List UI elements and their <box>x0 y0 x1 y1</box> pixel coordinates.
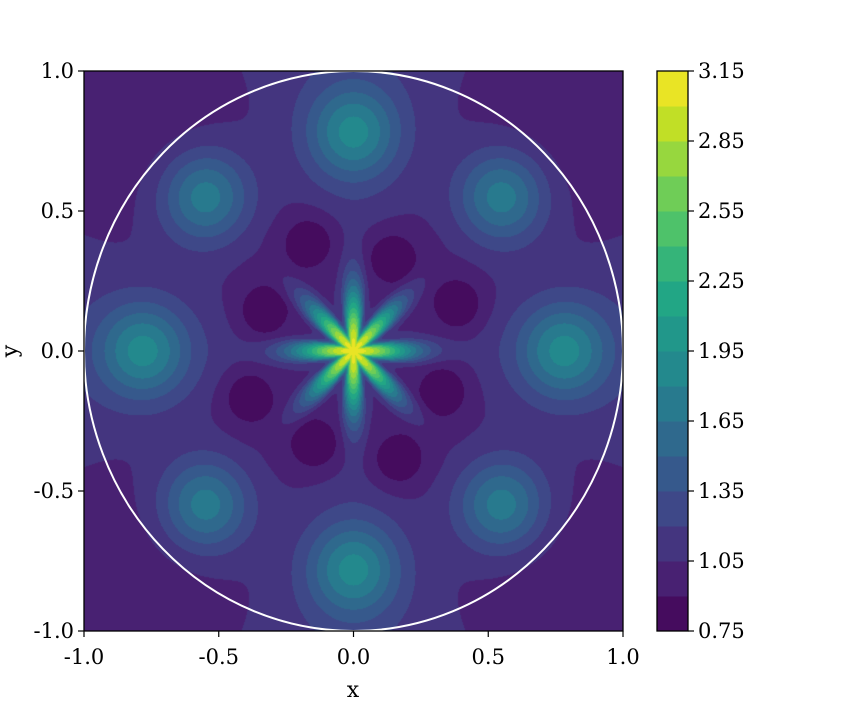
colorbar-band <box>657 176 688 212</box>
colorbar-band <box>657 596 688 632</box>
x-tick-label: -0.5 <box>199 645 240 669</box>
colorbar-tick-label: 3.15 <box>698 59 745 83</box>
y-axis-ticks: -1.0 -0.5 0.0 0.5 1.0 <box>34 59 84 643</box>
colorbar-band <box>657 316 688 352</box>
x-tick-label: 1.0 <box>606 645 639 669</box>
x-axis-ticks: -1.0 -0.5 0.0 0.5 1.0 <box>64 631 640 669</box>
y-tick-label: -0.5 <box>34 479 75 503</box>
colorbar-band <box>657 456 688 492</box>
plot-area <box>83 70 624 632</box>
y-axis-label: y <box>0 344 23 358</box>
colorbar-band <box>657 491 688 527</box>
y-tick-label: 0.0 <box>41 339 74 363</box>
x-tick-label: -1.0 <box>64 645 105 669</box>
contour-field <box>84 71 623 631</box>
colorbar-band <box>657 386 688 422</box>
colorbar-tick-label: 2.55 <box>698 199 745 223</box>
y-tick-label: -1.0 <box>34 619 75 643</box>
colorbar-tick-label: 1.05 <box>698 549 745 573</box>
colorbar-band <box>657 106 688 142</box>
y-tick-label: 0.5 <box>41 199 74 223</box>
colorbar-ticks: 0.75 1.05 1.35 1.65 1.95 2.25 2.55 2.85 3.15 <box>688 59 745 643</box>
colorbar-band <box>657 526 688 562</box>
colorbar-band <box>657 421 688 457</box>
colorbar-band <box>657 351 688 387</box>
colorbar-tick-label: 2.85 <box>698 129 745 153</box>
x-tick-label: 0.0 <box>337 645 370 669</box>
colorbar: 0.75 1.05 1.35 1.65 1.95 2.25 2.55 2.85 3.15 <box>656 59 745 643</box>
colorbar-band <box>657 71 688 107</box>
colorbar-band <box>657 281 688 317</box>
colorbar-bands <box>657 71 688 632</box>
colorbar-band <box>657 246 688 282</box>
colorbar-tick-label: 1.95 <box>698 339 745 363</box>
colorbar-tick-label: 2.25 <box>698 269 745 293</box>
y-tick-label: 1.0 <box>41 59 74 83</box>
colorbar-tick-label: 0.75 <box>698 619 745 643</box>
colorbar-tick-label: 1.35 <box>698 479 745 503</box>
colorbar-band <box>657 141 688 177</box>
colorbar-tick-label: 1.65 <box>698 409 745 433</box>
x-tick-label: 0.5 <box>472 645 505 669</box>
colorbar-band <box>657 561 688 597</box>
colorbar-band <box>657 211 688 247</box>
x-axis-label: x <box>347 678 360 702</box>
